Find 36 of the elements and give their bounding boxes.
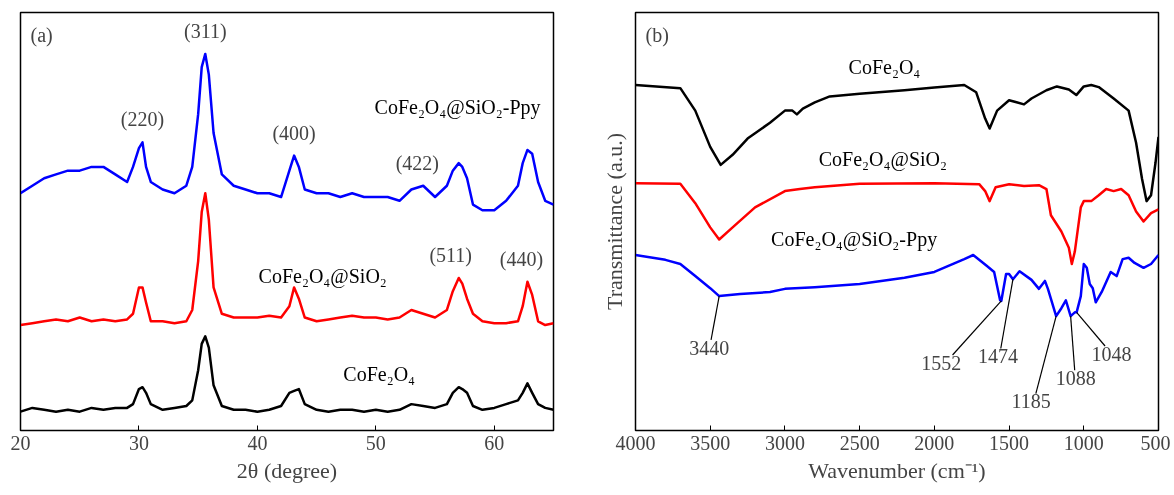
y-axis-title: Transmittance (a.u.) — [601, 133, 627, 310]
x-tick-label: 3500 — [690, 431, 731, 454]
annotation: 1474 — [977, 345, 1018, 368]
series-label: CoFe₂O₄@SiO₂ — [258, 264, 387, 288]
x-tick-label: 4000 — [615, 431, 656, 454]
annotation: (220) — [120, 108, 165, 132]
x-axis-title: 2θ (degree) — [236, 457, 338, 483]
annotation: (400) — [272, 121, 316, 145]
x-axis-title: Wavenumber (cm⁻¹) — [808, 457, 986, 483]
annotation: (511) — [429, 243, 473, 267]
series-label: CoFe₂O₄@SiO₂-Ppy — [771, 228, 938, 252]
x-tick-label: 60 — [484, 431, 505, 454]
x-tick-label: 3000 — [764, 431, 805, 454]
series-label: CoFe₂O₄ — [343, 363, 416, 386]
x-tick-label: 1500 — [989, 431, 1030, 454]
x-tick-label: 20 — [10, 431, 31, 454]
x-tick-label: 40 — [247, 431, 268, 454]
text: (b) — [645, 23, 669, 47]
annotation: 1048 — [1091, 343, 1132, 366]
annotation: (311) — [183, 19, 227, 43]
series-label: CoFe₂O₄ — [848, 55, 921, 78]
annotation: (440) — [499, 247, 544, 271]
x-tick-label: 1000 — [1063, 431, 1104, 454]
x-tick-label: 50 — [365, 431, 386, 454]
text: (a) — [30, 23, 53, 47]
x-tick-label: 2500 — [839, 431, 880, 454]
x-tick-label: 500 — [1140, 431, 1171, 454]
x-tick-label: 30 — [128, 431, 149, 454]
annotation: 1185 — [1011, 390, 1051, 413]
annotation: 3440 — [689, 337, 730, 360]
x-tick-label: 2000 — [914, 431, 955, 454]
annotation: 1552 — [921, 351, 962, 374]
series-label: CoFe₂O₄@SiO₂ — [818, 147, 948, 171]
annotation: 1088 — [1055, 367, 1096, 390]
annotation: (422) — [395, 151, 439, 175]
series-label: CoFe₂O₄@SiO₂-Ppy — [374, 95, 541, 119]
